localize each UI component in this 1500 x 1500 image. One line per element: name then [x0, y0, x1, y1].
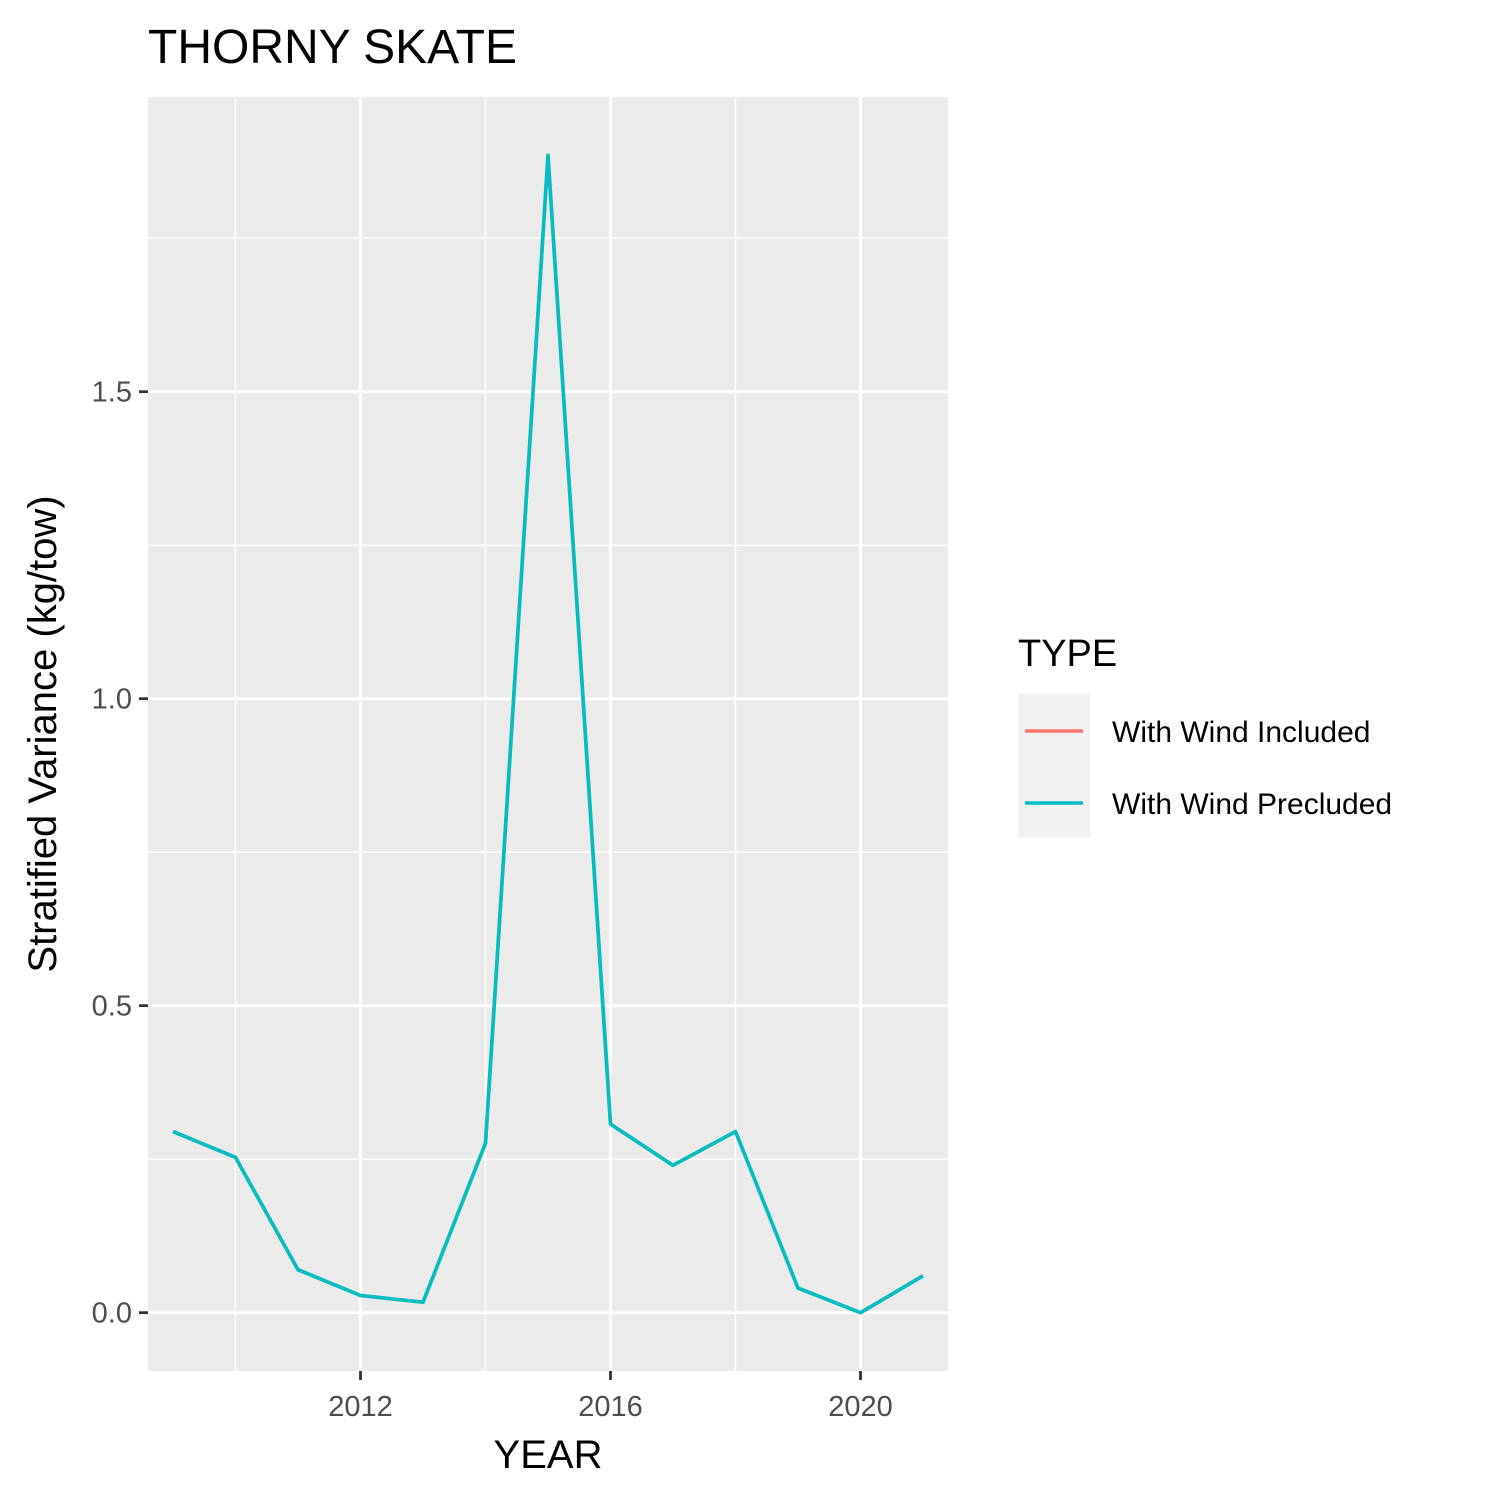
series-line-with-wind-precluded: [172, 153, 924, 1315]
minor-gridlines: [148, 97, 948, 1371]
major-gridlines: [148, 97, 948, 1371]
y-tick-label: 1.0: [92, 684, 132, 716]
x-axis-title: YEAR: [494, 1433, 603, 1477]
legend-title: TYPE: [1018, 633, 1117, 675]
y-tick-label: 0.5: [92, 991, 132, 1023]
legend-label-with-wind-precluded: With Wind Precluded: [1112, 788, 1392, 821]
x-tick-label: 2012: [328, 1391, 393, 1423]
series-lines: [172, 153, 924, 1315]
y-tick-label: 1.5: [92, 377, 132, 409]
x-axis: 2012 2016 2020: [328, 1371, 893, 1423]
chart-title: THORNY SKATE: [148, 21, 517, 74]
x-tick-label: 2016: [578, 1391, 643, 1423]
plot-panel: [148, 97, 948, 1371]
y-axis: 0.0 0.5 1.0 1.5: [92, 377, 148, 1330]
x-tick-label: 2020: [828, 1391, 893, 1423]
legend-key-background: [1018, 694, 1090, 838]
legend-label-with-wind-included: With Wind Included: [1112, 716, 1370, 749]
legend: TYPE With Wind Included With Wind Preclud…: [1018, 633, 1392, 838]
y-axis-title: Stratified Variance (kg/tow): [21, 495, 65, 972]
y-tick-label: 0.0: [92, 1298, 132, 1330]
